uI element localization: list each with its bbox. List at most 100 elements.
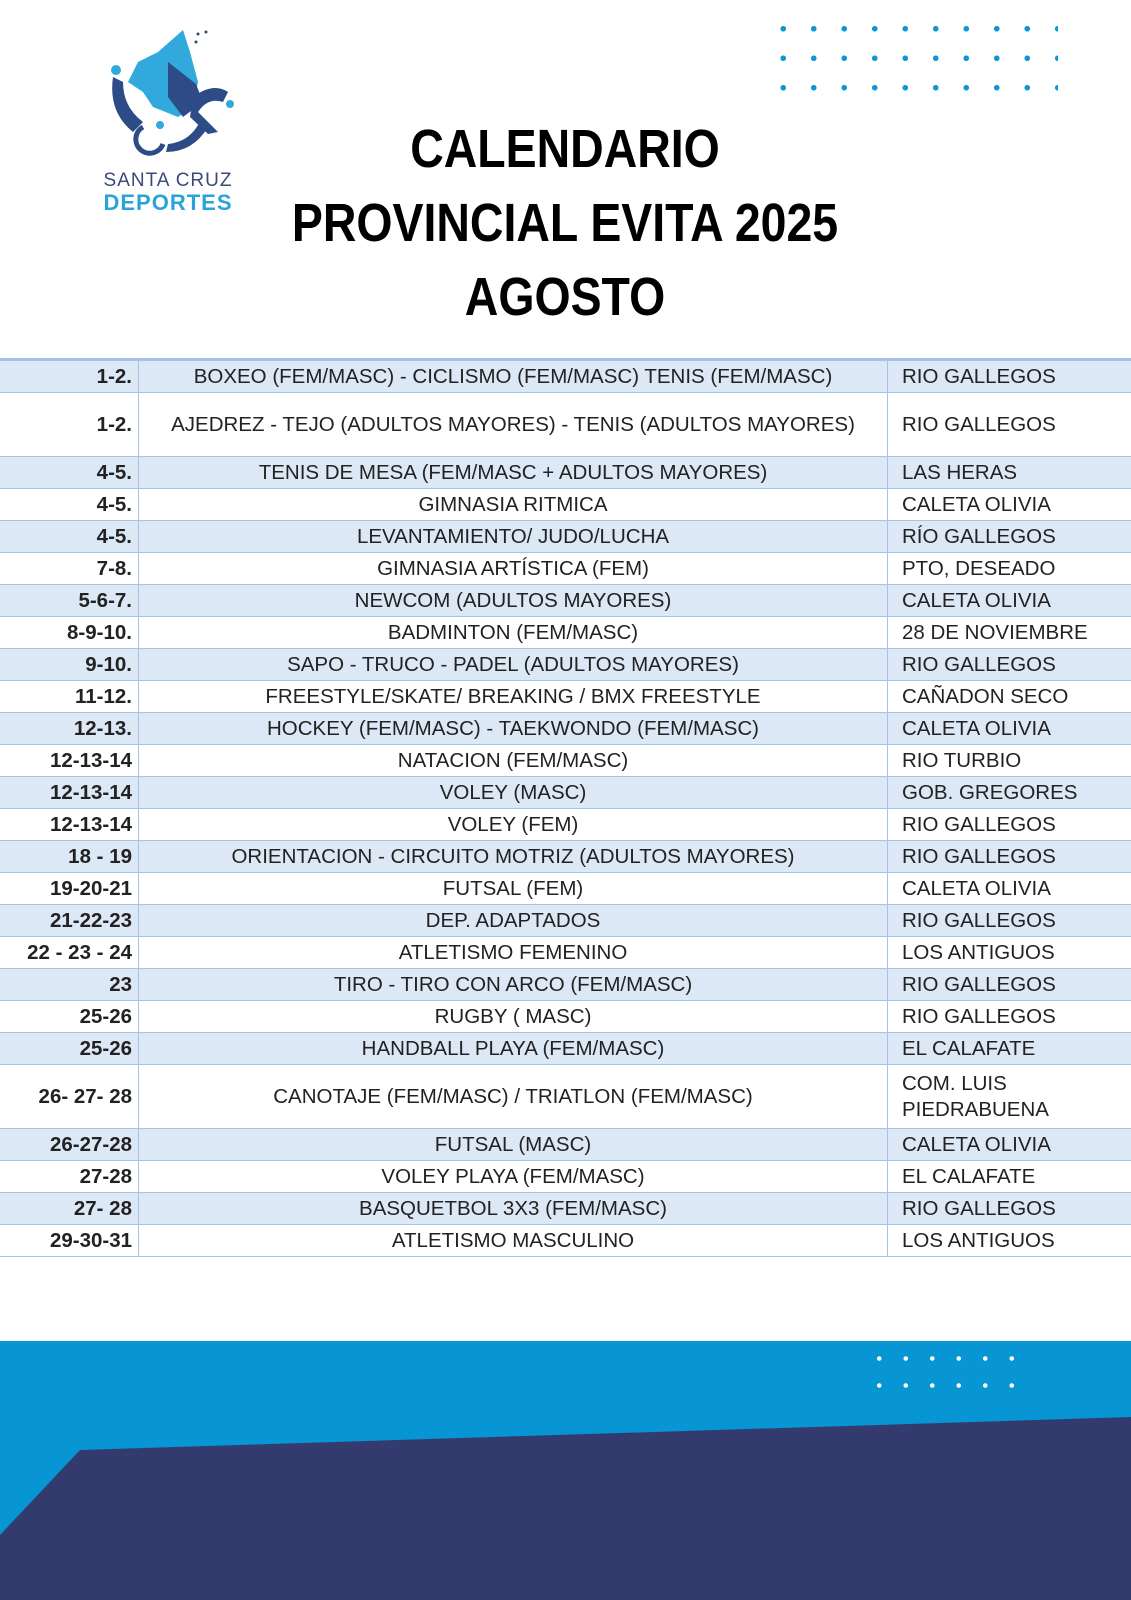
date-cell: 12-13-14 xyxy=(0,808,139,841)
sport-cell: CANOTAJE (FEM/MASC) / TRIATLON (FEM/MASC… xyxy=(138,1064,888,1129)
footer-dark-shape xyxy=(0,1417,1131,1600)
table-row: 9-10. SAPO - TRUCO - PADEL (ADULTOS MAYOR… xyxy=(0,648,1131,681)
sport-cell: HANDBALL PLAYA (FEM/MASC) xyxy=(138,1032,888,1065)
table-row: 19-20-21 FUTSAL (FEM) CALETA OLIVIA xyxy=(0,872,1131,905)
table-row: 23 TIRO - TIRO CON ARCO (FEM/MASC) RIO GAL… xyxy=(0,968,1131,1001)
location-cell: RIO TURBIO xyxy=(887,744,1131,777)
location-cell: 28 DE NOVIEMBRE xyxy=(887,616,1131,649)
sport-cell: HOCKEY (FEM/MASC) - TAEKWONDO (FEM/MASC) xyxy=(138,712,888,745)
footer-banner xyxy=(0,1341,1131,1600)
location-cell: RIO GALLEGOS xyxy=(887,904,1131,937)
table-row: 11-12. FREESTYLE/SKATE/ BREAKING / BMX FR… xyxy=(0,680,1131,713)
location-cell: RIO GALLEGOS xyxy=(887,1192,1131,1225)
date-cell: 1-2. xyxy=(0,358,139,393)
date-cell: 5-6-7. xyxy=(0,584,139,617)
sport-cell: TENIS DE MESA (FEM/MASC + ADULTOS MAYORE… xyxy=(138,456,888,489)
table-row: 25-26 RUGBY ( MASC) RIO GALLEGOS xyxy=(0,1000,1131,1033)
table-row: 1-2. BOXEO (FEM/MASC) - CICLISMO (FEM/MAS… xyxy=(0,358,1131,393)
sport-cell: AJEDREZ - TEJO (ADULTOS MAYORES) - TENIS… xyxy=(138,392,888,457)
sport-cell: FREESTYLE/SKATE/ BREAKING / BMX FREESTYL… xyxy=(138,680,888,713)
logo-text-santa-cruz: SANTA CRUZ xyxy=(103,170,233,191)
table-row: 12-13-14 NATACION (FEM/MASC) RIO TURBIO xyxy=(0,744,1131,777)
sport-cell: RUGBY ( MASC) xyxy=(138,1000,888,1033)
date-cell: 12-13. xyxy=(0,712,139,745)
date-cell: 27-28 xyxy=(0,1160,139,1193)
date-cell: 25-26 xyxy=(0,1032,139,1065)
location-cell: RIO GALLEGOS xyxy=(887,648,1131,681)
table-row: 21-22-23 DEP. ADAPTADOS RIO GALLEGOS xyxy=(0,904,1131,937)
table-row: 25-26 HANDBALL PLAYA (FEM/MASC) EL CALAFAT… xyxy=(0,1032,1131,1065)
location-cell: LOS ANTIGUOS xyxy=(887,1224,1131,1257)
sport-cell: VOLEY PLAYA (FEM/MASC) xyxy=(138,1160,888,1193)
date-cell: 1-2. xyxy=(0,392,139,457)
date-cell: 26-27-28 xyxy=(0,1128,139,1161)
date-cell: 21-22-23 xyxy=(0,904,139,937)
date-cell: 19-20-21 xyxy=(0,872,139,905)
logo-text-deportes: DEPORTES xyxy=(103,190,233,215)
sport-cell: VOLEY (MASC) xyxy=(138,776,888,809)
location-cell: CALETA OLIVIA xyxy=(887,712,1131,745)
table-row: 12-13-14 VOLEY (FEM) RIO GALLEGOS xyxy=(0,808,1131,841)
table-row: 12-13-14 VOLEY (MASC) GOB. GREGORES xyxy=(0,776,1131,809)
table-row: 4-5. LEVANTAMIENTO/ JUDO/LUCHA RÍO GALLEGO… xyxy=(0,520,1131,553)
title-line-1: CALENDARIO xyxy=(410,119,720,179)
sport-cell: LEVANTAMIENTO/ JUDO/LUCHA xyxy=(138,520,888,553)
table-row: 4-5. GIMNASIA RITMICA CALETA OLIVIA xyxy=(0,488,1131,521)
location-cell: RIO GALLEGOS xyxy=(887,808,1131,841)
table-row: 5-6-7. NEWCOM (ADULTOS MAYORES) CALETA OLI… xyxy=(0,584,1131,617)
table-row: 1-2. AJEDREZ - TEJO (ADULTOS MAYORES) - T… xyxy=(0,392,1131,457)
sport-cell: ATLETISMO MASCULINO xyxy=(138,1224,888,1257)
date-cell: 4-5. xyxy=(0,456,139,489)
sport-cell: NEWCOM (ADULTOS MAYORES) xyxy=(138,584,888,617)
location-cell: RIO GALLEGOS xyxy=(887,1000,1131,1033)
location-cell: RIO GALLEGOS xyxy=(887,840,1131,873)
location-cell: CALETA OLIVIA xyxy=(887,1128,1131,1161)
sport-cell: FUTSAL (MASC) xyxy=(138,1128,888,1161)
santa-cruz-deportes-logo: SANTA CRUZ DEPORTES xyxy=(88,22,248,222)
date-cell: 12-13-14 xyxy=(0,744,139,777)
location-cell: CALETA OLIVIA xyxy=(887,488,1131,521)
date-cell: 25-26 xyxy=(0,1000,139,1033)
location-cell: PTO, DESEADO xyxy=(887,552,1131,585)
location-cell: CALETA OLIVIA xyxy=(887,584,1131,617)
date-cell: 8-9-10. xyxy=(0,616,139,649)
table-row: 27- 28 BASQUETBOL 3X3 (FEM/MASC) RIO GALLE… xyxy=(0,1192,1131,1225)
sport-cell: BOXEO (FEM/MASC) - CICLISMO (FEM/MASC) T… xyxy=(138,358,888,393)
table-row: 29-30-31 ATLETISMO MASCULINO LOS ANTIGUOS xyxy=(0,1224,1131,1257)
date-cell: 23 xyxy=(0,968,139,1001)
location-cell: CAÑADON SECO xyxy=(887,680,1131,713)
sport-cell: ATLETISMO FEMENINO xyxy=(138,936,888,969)
location-cell: RÍO GALLEGOS xyxy=(887,520,1131,553)
date-cell: 12-13-14 xyxy=(0,776,139,809)
title-line-2: PROVINCIAL EVITA 2025 xyxy=(291,193,839,253)
page-title: CALENDARIO PROVINCIAL EVITA 2025 AGOSTO xyxy=(251,112,879,334)
logo-mark-icon xyxy=(111,30,234,156)
sport-cell: ORIENTACION - CIRCUITO MOTRIZ (ADULTOS M… xyxy=(138,840,888,873)
calendar-table: 1-2. BOXEO (FEM/MASC) - CICLISMO (FEM/MAS… xyxy=(0,358,1131,1257)
date-cell: 26- 27- 28 xyxy=(0,1064,139,1129)
sport-cell: BASQUETBOL 3X3 (FEM/MASC) xyxy=(138,1192,888,1225)
date-cell: 18 - 19 xyxy=(0,840,139,873)
location-cell: COM. LUIS PIEDRABUENA xyxy=(887,1064,1131,1129)
location-cell: LAS HERAS xyxy=(887,456,1131,489)
date-cell: 22 - 23 - 24 xyxy=(0,936,139,969)
sport-cell: GIMNASIA RITMICA xyxy=(138,488,888,521)
decorative-dot-grid xyxy=(768,14,1058,114)
sport-cell: TIRO - TIRO CON ARCO (FEM/MASC) xyxy=(138,968,888,1001)
date-cell: 29-30-31 xyxy=(0,1224,139,1257)
table-row: 4-5. TENIS DE MESA (FEM/MASC + ADULTOS MA… xyxy=(0,456,1131,489)
table-row: 22 - 23 - 24 ATLETISMO FEMENINO LOS ANTIGU… xyxy=(0,936,1131,969)
location-cell: RIO GALLEGOS xyxy=(887,392,1131,457)
location-cell: EL CALAFATE xyxy=(887,1160,1131,1193)
location-cell: RIO GALLEGOS xyxy=(887,358,1131,393)
sport-cell: BADMINTON (FEM/MASC) xyxy=(138,616,888,649)
sport-cell: SAPO - TRUCO - PADEL (ADULTOS MAYORES) xyxy=(138,648,888,681)
sport-cell: VOLEY (FEM) xyxy=(138,808,888,841)
location-cell: GOB. GREGORES xyxy=(887,776,1131,809)
location-cell: CALETA OLIVIA xyxy=(887,872,1131,905)
footer-dot-grid xyxy=(866,1345,1016,1405)
location-cell: RIO GALLEGOS xyxy=(887,968,1131,1001)
date-cell: 4-5. xyxy=(0,520,139,553)
table-row: 27-28 VOLEY PLAYA (FEM/MASC) EL CALAFATE xyxy=(0,1160,1131,1193)
date-cell: 7-8. xyxy=(0,552,139,585)
